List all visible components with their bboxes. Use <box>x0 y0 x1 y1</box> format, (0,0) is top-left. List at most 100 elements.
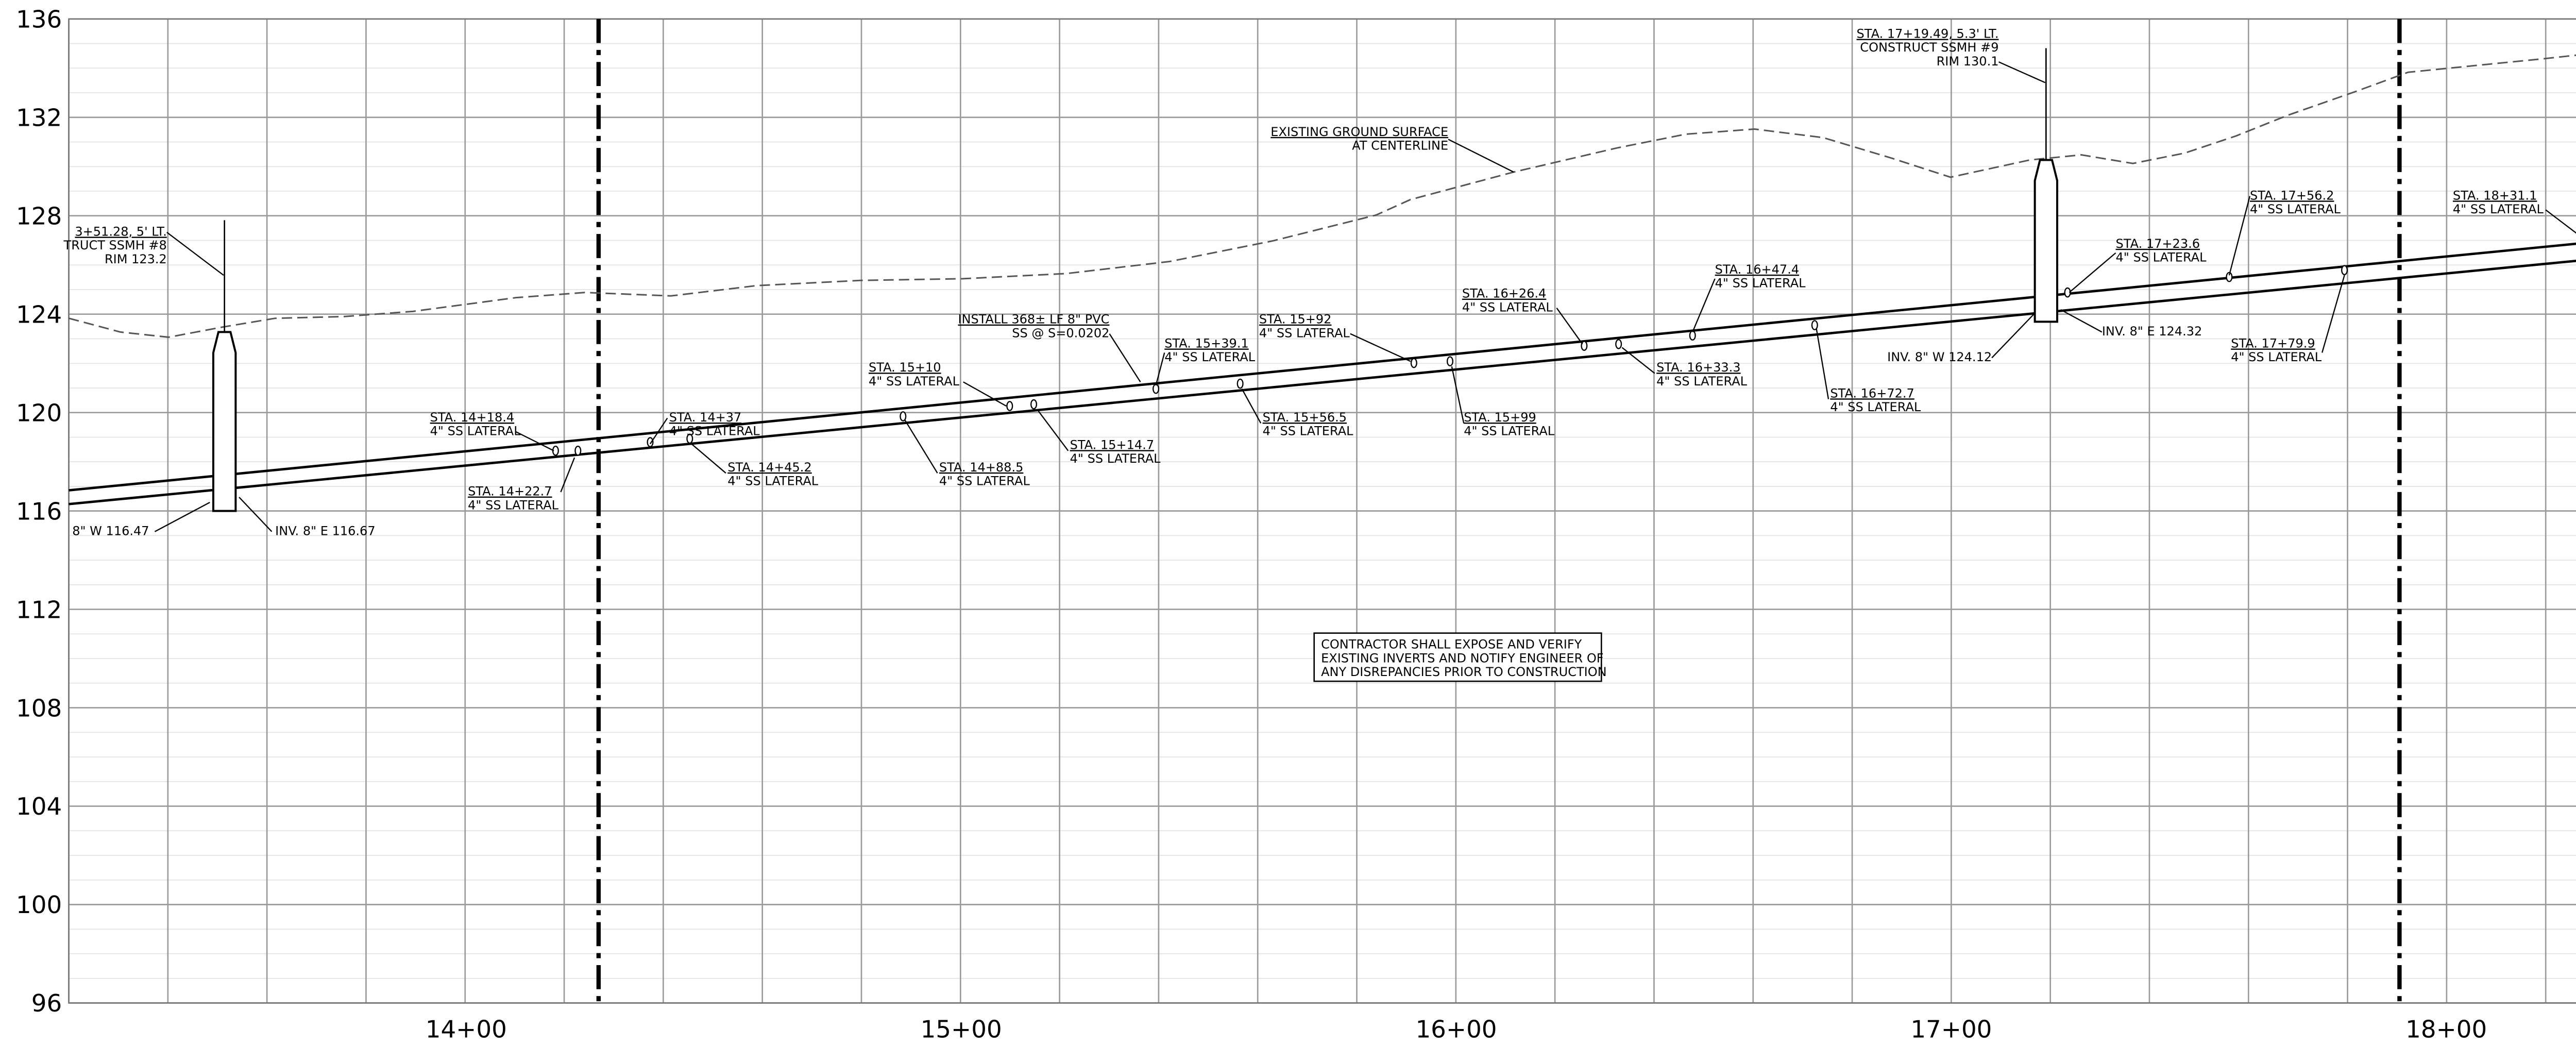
station-label: 17+00 <box>1910 1016 1992 1043</box>
elevation-label-left: 132 <box>16 104 62 132</box>
annotation-text: 4" SS LATERAL <box>1462 300 1553 314</box>
annotation-text: 4" SS LATERAL <box>430 424 521 438</box>
elevation-label-left: 120 <box>16 399 62 427</box>
leader-line <box>691 443 726 474</box>
station-label: 14+00 <box>426 1016 507 1043</box>
annotation-text: 4" SS LATERAL <box>1070 451 1161 466</box>
annotation-text: 4" SS LATERAL <box>727 474 819 488</box>
leader-line <box>1692 278 1716 332</box>
leader-line <box>1155 352 1165 386</box>
leader-line <box>1241 389 1262 424</box>
annotation-text: STA. 15+10 <box>869 360 941 375</box>
annotation-text: STA. 16+26.4 <box>1462 286 1546 301</box>
elevation-label-left: 136 <box>16 6 62 33</box>
elevation-label-left: 124 <box>16 301 62 329</box>
station-label: 16+00 <box>1415 1016 1497 1043</box>
annotation-text: 8" W 116.47 <box>72 524 149 538</box>
annotation-text: 4" SS LATERAL <box>1715 276 1806 291</box>
leader-line <box>1998 61 2046 83</box>
manhole <box>212 331 237 512</box>
lateral-marker <box>1410 358 1417 368</box>
annotation-text: RIM 123.2 <box>105 252 167 266</box>
annotation-text: 4" SS LATERAL <box>2116 250 2207 265</box>
leader-line <box>2545 209 2576 234</box>
annotation-text: STA. 15+99 <box>1464 410 1536 425</box>
annotation-text: 4" SS LATERAL <box>2453 202 2544 216</box>
leader-line <box>963 381 1007 407</box>
note-box <box>1313 632 1602 682</box>
leader-line <box>2069 252 2116 293</box>
annotation-text: INV. 8" E 124.32 <box>2102 324 2202 339</box>
leader-line <box>2228 196 2251 276</box>
annotation-text: 4" SS LATERAL <box>669 424 760 438</box>
leader-line <box>1816 328 1829 399</box>
lateral-marker <box>1689 330 1696 341</box>
lateral-marker <box>1811 320 1818 330</box>
annotation-text: 4" SS LATERAL <box>1656 374 1748 389</box>
annotation-text: STA. 16+47.4 <box>1715 262 1799 277</box>
annotation-text: STA. 14+45.2 <box>727 460 811 475</box>
annotation-text: 4" SS LATERAL <box>869 374 960 389</box>
elevation-label-left: 100 <box>16 891 62 919</box>
annotation-text: CONSTRUCT SSMH #9 <box>1860 40 1998 55</box>
existing-ground <box>69 54 2576 338</box>
leader-line <box>904 419 938 474</box>
note-text: ANY DISREPANCIES PRIOR TO CONSTRUCTION <box>1321 665 1607 679</box>
lateral-marker <box>1153 383 1160 394</box>
lateral-marker <box>1446 356 1453 367</box>
annotation-text: STA. 16+72.7 <box>1830 386 1914 400</box>
annotation-text: STA. 15+39.1 <box>1164 336 1248 350</box>
leader-line <box>1621 347 1655 374</box>
annotation-text: STA. 14+37 <box>669 410 742 425</box>
leader-line <box>1991 312 2036 359</box>
lateral-marker <box>1030 399 1038 410</box>
leader-line <box>516 431 554 451</box>
annotation-text: 3+51.28, 5' LT. <box>75 224 166 239</box>
lateral-marker <box>2226 272 2233 282</box>
leader-line <box>1451 366 1465 424</box>
elevation-label-left: 112 <box>16 596 62 624</box>
leader-line <box>1109 333 1141 382</box>
leader-line <box>1350 333 1411 362</box>
annotation-text: 4" SS LATERAL <box>1164 350 1256 364</box>
annotation-text: RIM 130.1 <box>1937 54 1999 69</box>
annotation-text: 4" SS LATERAL <box>2231 350 2322 364</box>
annotation-text: 4" SS LATERAL <box>2250 202 2341 216</box>
leader-line <box>154 501 210 532</box>
note-text: CONTRACTOR SHALL EXPOSE AND VERIFY <box>1321 637 1582 652</box>
elevation-label-left: 96 <box>31 990 62 1018</box>
plot-frame <box>68 18 2576 1004</box>
annotation-text: STA. 18+31.1 <box>2453 188 2537 203</box>
annotation-text: AT CENTERLINE <box>1352 139 1448 153</box>
leader-line <box>560 457 575 493</box>
annotation-text: STA. 17+79.9 <box>2231 336 2315 350</box>
leader-line <box>1037 409 1069 451</box>
leader-line <box>1556 307 1583 345</box>
annotation-text: STA. 14+22.7 <box>468 484 552 499</box>
annotation-text: 4" SS LATERAL <box>468 498 559 512</box>
lateral-marker <box>686 433 693 444</box>
note-text: EXISTING INVERTS AND NOTIFY ENGINEER OF <box>1321 651 1604 665</box>
annotation-text: STA. 17+56.2 <box>2250 188 2334 203</box>
annotation-text: 4" SS LATERAL <box>939 474 1030 488</box>
lateral-marker <box>1006 401 1013 411</box>
annotation-text: 4" SS LATERAL <box>1830 400 1921 414</box>
annotation-text: INV. 8" E 116.67 <box>275 524 375 538</box>
annotation-text: STA. 17+23.6 <box>2116 237 2200 251</box>
lateral-marker <box>2341 265 2348 276</box>
leader-line <box>2321 275 2345 353</box>
station-label: 15+00 <box>921 1016 1002 1043</box>
lateral-marker <box>1581 341 1588 351</box>
elevation-label-left: 128 <box>16 203 62 230</box>
annotation-text: TRUCT SSMH #8 <box>63 238 167 252</box>
annotation-text: 4" SS LATERAL <box>1259 326 1350 340</box>
leader-line <box>239 497 273 532</box>
elevation-label-left: 104 <box>16 793 62 821</box>
lateral-marker <box>900 411 907 421</box>
annotation-text: INSTALL 368± LF 8" PVC <box>958 312 1109 327</box>
leader-line <box>166 231 224 276</box>
annotation-text: STA. 15+56.5 <box>1263 410 1347 425</box>
